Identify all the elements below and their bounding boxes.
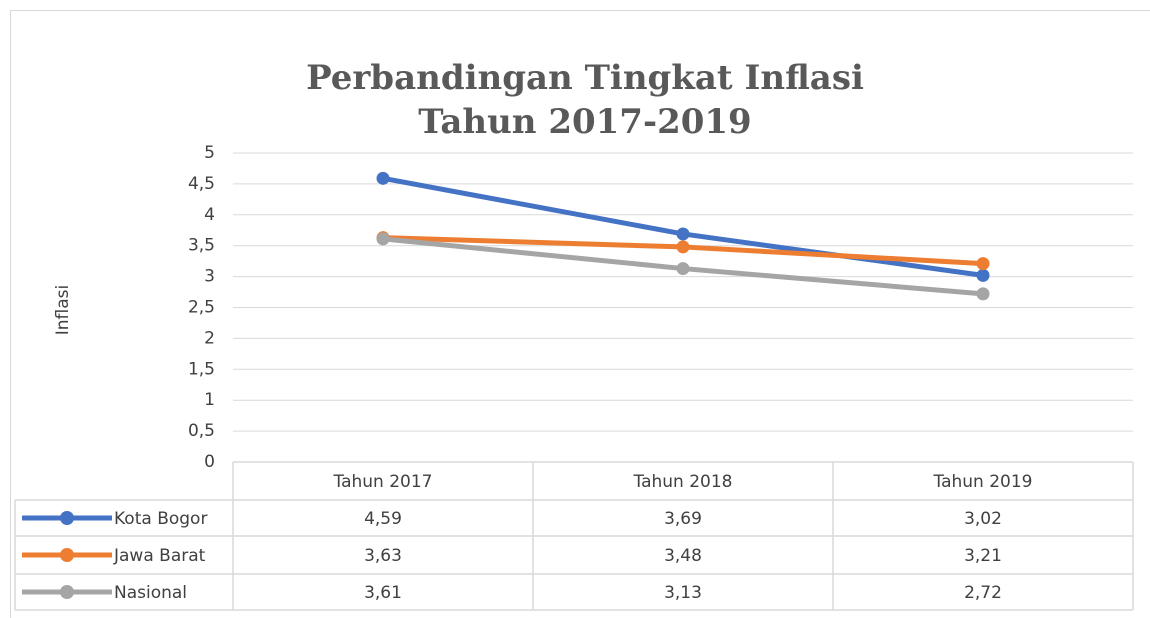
y-tick-label: 4 (204, 205, 215, 225)
x-tick-label: Tahun 2018 (633, 472, 733, 492)
legend-marker (60, 548, 74, 562)
table-value: 3,13 (664, 583, 702, 603)
y-tick-label: 3 (204, 267, 215, 287)
marker (376, 232, 390, 246)
table-value: 3,02 (964, 509, 1002, 529)
marker (676, 240, 690, 254)
x-tick-label: Tahun 2019 (933, 472, 1033, 492)
marker (676, 262, 690, 276)
table-value: 3,61 (364, 583, 402, 603)
legend-label: Nasional (114, 583, 187, 603)
chart-border (10, 10, 1150, 618)
y-tick-label: 0 (204, 452, 215, 472)
table-value: 3,48 (664, 546, 702, 566)
y-tick-label: 1 (204, 390, 215, 410)
y-tick-label: 2 (204, 328, 215, 348)
marker (976, 257, 990, 271)
y-tick-label: 2,5 (188, 298, 215, 318)
x-tick-label: Tahun 2017 (333, 472, 433, 492)
table-value: 3,69 (664, 509, 702, 529)
y-axis-label: Inflasi (53, 285, 73, 336)
legend-label: Kota Bogor (114, 509, 207, 529)
y-tick-label: 0,5 (188, 421, 215, 441)
y-tick-label: 3,5 (188, 236, 215, 256)
legend-marker (60, 511, 74, 525)
table-value: 3,63 (364, 546, 402, 566)
table-value: 3,21 (964, 546, 1002, 566)
y-tick-label: 4,5 (188, 174, 215, 194)
marker (676, 227, 690, 241)
marker (976, 287, 990, 301)
y-tick-label: 1,5 (188, 359, 215, 379)
chart-title: Perbandingan Tingkat Inflasi (306, 58, 864, 98)
table-value: 2,72 (964, 583, 1002, 603)
y-tick-label: 5 (204, 143, 215, 163)
chart-title: Tahun 2017-2019 (418, 102, 751, 142)
marker (376, 171, 390, 185)
legend-label: Jawa Barat (113, 546, 206, 566)
marker (976, 268, 990, 282)
legend-marker (60, 585, 74, 599)
table-value: 4,59 (364, 509, 402, 529)
